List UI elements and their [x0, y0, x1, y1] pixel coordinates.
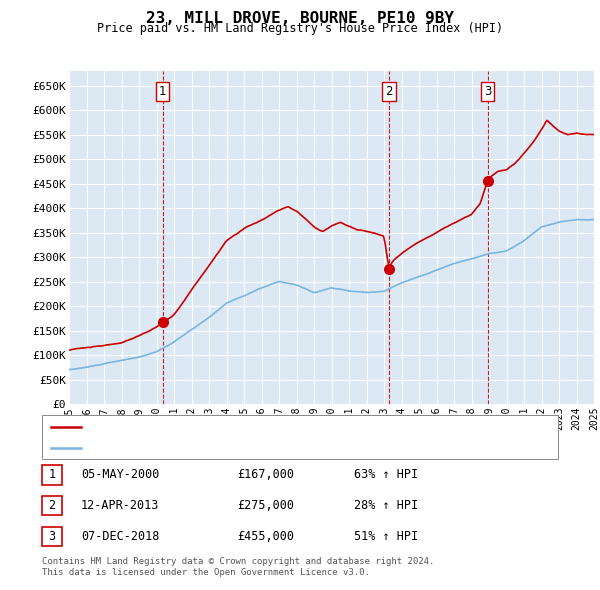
Text: 23, MILL DROVE, BOURNE, PE10 9BY: 23, MILL DROVE, BOURNE, PE10 9BY [146, 11, 454, 25]
Text: 2: 2 [385, 85, 392, 98]
Text: Contains HM Land Registry data © Crown copyright and database right 2024.: Contains HM Land Registry data © Crown c… [42, 558, 434, 566]
Text: 3: 3 [49, 530, 55, 543]
Text: 63% ↑ HPI: 63% ↑ HPI [354, 468, 418, 481]
Text: HPI: Average price, detached house, South Kesteven: HPI: Average price, detached house, Sout… [85, 443, 422, 453]
Text: £455,000: £455,000 [237, 530, 294, 543]
Text: Price paid vs. HM Land Registry's House Price Index (HPI): Price paid vs. HM Land Registry's House … [97, 22, 503, 35]
Text: 12-APR-2013: 12-APR-2013 [81, 499, 160, 512]
Text: 28% ↑ HPI: 28% ↑ HPI [354, 499, 418, 512]
Text: 2: 2 [49, 499, 55, 512]
Text: £167,000: £167,000 [237, 468, 294, 481]
Text: 51% ↑ HPI: 51% ↑ HPI [354, 530, 418, 543]
Text: 1: 1 [159, 85, 166, 98]
Text: £275,000: £275,000 [237, 499, 294, 512]
Text: 3: 3 [484, 85, 491, 98]
Text: 23, MILL DROVE, BOURNE, PE10 9BY (detached house): 23, MILL DROVE, BOURNE, PE10 9BY (detach… [85, 422, 416, 432]
Text: 05-MAY-2000: 05-MAY-2000 [81, 468, 160, 481]
Text: This data is licensed under the Open Government Licence v3.0.: This data is licensed under the Open Gov… [42, 568, 370, 577]
Text: 07-DEC-2018: 07-DEC-2018 [81, 530, 160, 543]
Text: 1: 1 [49, 468, 55, 481]
